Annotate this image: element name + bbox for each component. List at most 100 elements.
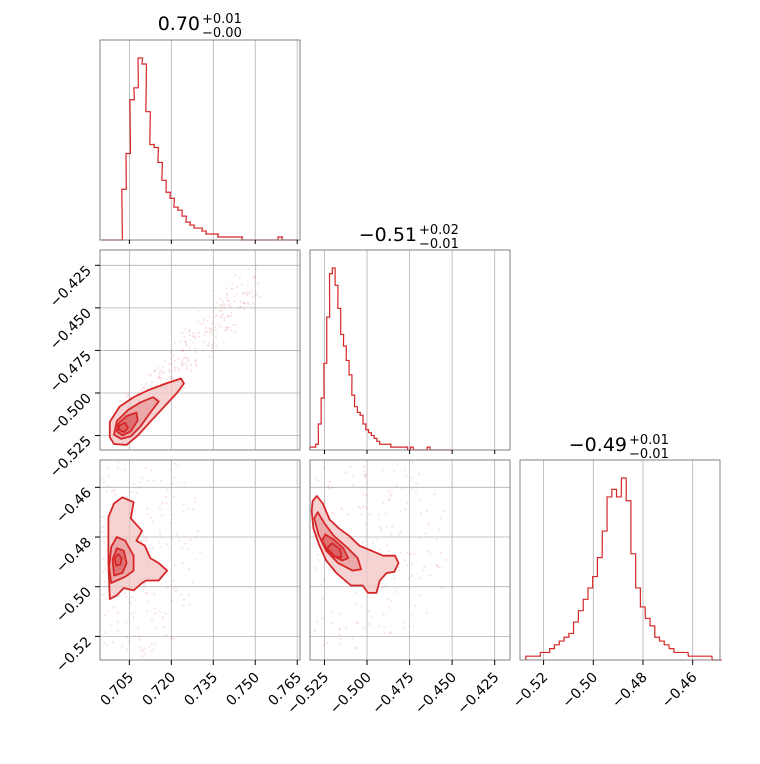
sample-point xyxy=(160,479,163,482)
sample-point xyxy=(414,491,418,495)
sample-point xyxy=(117,611,120,614)
sample-point xyxy=(164,359,167,362)
sample-point xyxy=(401,487,404,490)
sample-point xyxy=(158,374,161,378)
sample-point xyxy=(250,290,253,293)
sample-point xyxy=(435,538,439,541)
sample-point xyxy=(254,268,258,271)
y-tick-label: −0.450 xyxy=(47,305,95,353)
sample-point xyxy=(159,545,162,549)
sample-point xyxy=(138,634,141,638)
sample-point xyxy=(103,580,107,583)
sample-point xyxy=(151,547,154,550)
sample-point xyxy=(352,475,355,478)
sample-point xyxy=(326,641,329,645)
sample-point xyxy=(107,485,110,488)
sample-point xyxy=(161,372,164,375)
sample-point xyxy=(195,536,198,539)
sample-point xyxy=(188,346,191,349)
sample-point xyxy=(232,295,236,298)
sample-point xyxy=(153,369,156,372)
sample-point xyxy=(189,369,193,372)
sample-point xyxy=(426,549,429,553)
sample-point xyxy=(154,642,157,645)
sample-point xyxy=(316,554,319,557)
sample-point xyxy=(404,558,407,562)
sample-point xyxy=(328,480,332,483)
sample-point xyxy=(171,513,174,516)
sample-point xyxy=(359,513,363,516)
sample-point xyxy=(181,362,184,366)
y-tick-label: −0.50 xyxy=(53,584,95,626)
sample-point xyxy=(187,507,190,510)
sample-point xyxy=(388,499,391,502)
sample-point xyxy=(247,291,250,294)
sample-point xyxy=(242,308,246,311)
sample-point xyxy=(172,638,176,641)
sample-point xyxy=(236,285,239,288)
sample-point xyxy=(181,360,184,363)
sample-point xyxy=(188,603,192,606)
sample-point xyxy=(134,610,137,614)
sample-point xyxy=(103,481,106,484)
sample-point xyxy=(321,617,324,620)
sample-point xyxy=(137,627,140,630)
x-tick-label: −0.450 xyxy=(412,670,460,718)
sample-point xyxy=(222,341,225,344)
sample-point xyxy=(380,528,383,531)
sample-point xyxy=(412,625,415,628)
sample-point xyxy=(378,625,381,628)
sample-point xyxy=(195,364,198,368)
sample-point xyxy=(235,323,238,327)
sample-point xyxy=(133,635,136,638)
sample-point xyxy=(184,542,187,545)
sample-point xyxy=(160,502,164,505)
sample-point xyxy=(147,479,150,482)
sample-point xyxy=(227,315,230,318)
sample-point xyxy=(150,649,154,653)
sample-point xyxy=(442,509,445,513)
sample-point xyxy=(123,468,127,471)
sample-point xyxy=(142,386,145,390)
sample-point xyxy=(214,335,217,339)
sample-point xyxy=(378,526,382,529)
title-minus: −0.00 xyxy=(202,26,242,41)
y-tick-label: −0.48 xyxy=(53,535,95,577)
sample-point xyxy=(315,477,318,480)
y-tick-label: −0.425 xyxy=(47,263,95,311)
sample-point xyxy=(183,481,186,484)
sample-point xyxy=(121,645,124,648)
sample-point xyxy=(180,364,184,368)
sample-point xyxy=(180,363,184,366)
sample-point xyxy=(194,350,197,354)
sample-point xyxy=(339,638,342,641)
sample-point xyxy=(151,520,155,523)
sample-point xyxy=(155,626,158,629)
sample-point xyxy=(103,613,107,617)
sample-point xyxy=(388,606,391,609)
sample-point xyxy=(362,505,365,508)
sample-point xyxy=(406,551,409,554)
sample-point xyxy=(194,336,197,340)
sample-point xyxy=(225,326,228,330)
sample-point xyxy=(346,513,349,516)
sample-point xyxy=(146,507,149,511)
sample-point xyxy=(355,646,358,649)
sample-point xyxy=(407,577,410,580)
sample-point xyxy=(354,603,357,606)
sample-point xyxy=(439,517,443,520)
sample-point xyxy=(313,630,316,633)
sample-point xyxy=(105,570,108,573)
sample-point xyxy=(363,475,367,478)
sample-point xyxy=(158,610,162,613)
sample-point xyxy=(385,526,388,529)
sample-point xyxy=(364,522,367,526)
sample-point xyxy=(173,359,176,362)
sample-point xyxy=(173,587,176,590)
sample-point xyxy=(427,523,430,526)
title-minus: −0.01 xyxy=(419,237,459,252)
title-plus: +0.02 xyxy=(419,223,459,238)
sample-point xyxy=(338,627,341,630)
sample-point xyxy=(219,315,222,318)
sample-point xyxy=(213,326,216,329)
